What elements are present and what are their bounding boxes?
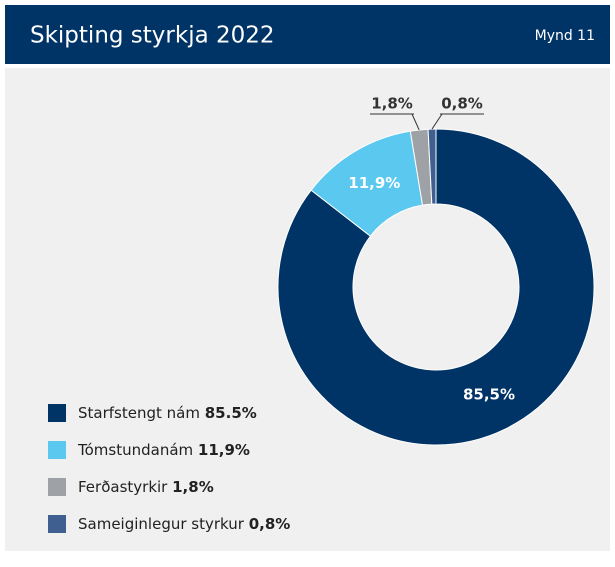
legend-name: Ferðastyrkir: [78, 478, 168, 496]
data-label: 85,5%: [463, 386, 515, 404]
legend-label: Ferðastyrkir 1,8%: [78, 478, 214, 496]
figure-label: Mynd 11: [535, 28, 595, 44]
legend-name: Starfstengt nám: [78, 404, 200, 422]
legend-value: 1,8%: [172, 478, 214, 496]
legend-label: Sameiginlegur styrkur 0,8%: [78, 515, 290, 533]
data-label: 1,8%: [371, 95, 413, 113]
legend-value: 0,8%: [249, 515, 291, 533]
data-label: 0,8%: [441, 95, 483, 113]
legend-swatch: [48, 441, 66, 459]
legend-value: 85.5%: [205, 404, 257, 422]
legend-label: Starfstengt nám 85.5%: [78, 404, 257, 422]
legend-name: Sameiginlegur styrkur: [78, 515, 245, 533]
legend-swatch: [48, 515, 66, 533]
leader-line: [411, 113, 420, 131]
legend-swatch: [48, 404, 66, 422]
legend-name: Tómstundanám: [77, 441, 193, 459]
data-label: 11,9%: [348, 174, 400, 192]
leader-line: [431, 113, 443, 130]
header-bar: [5, 5, 610, 64]
slice: [277, 128, 595, 446]
legend-value: 11,9%: [198, 441, 250, 459]
legend-swatch: [48, 478, 66, 496]
legend-label: Tómstundanám 11,9%: [77, 441, 250, 459]
slice: [427, 128, 437, 205]
chart-title: Skipting styrkja 2022: [30, 23, 275, 49]
